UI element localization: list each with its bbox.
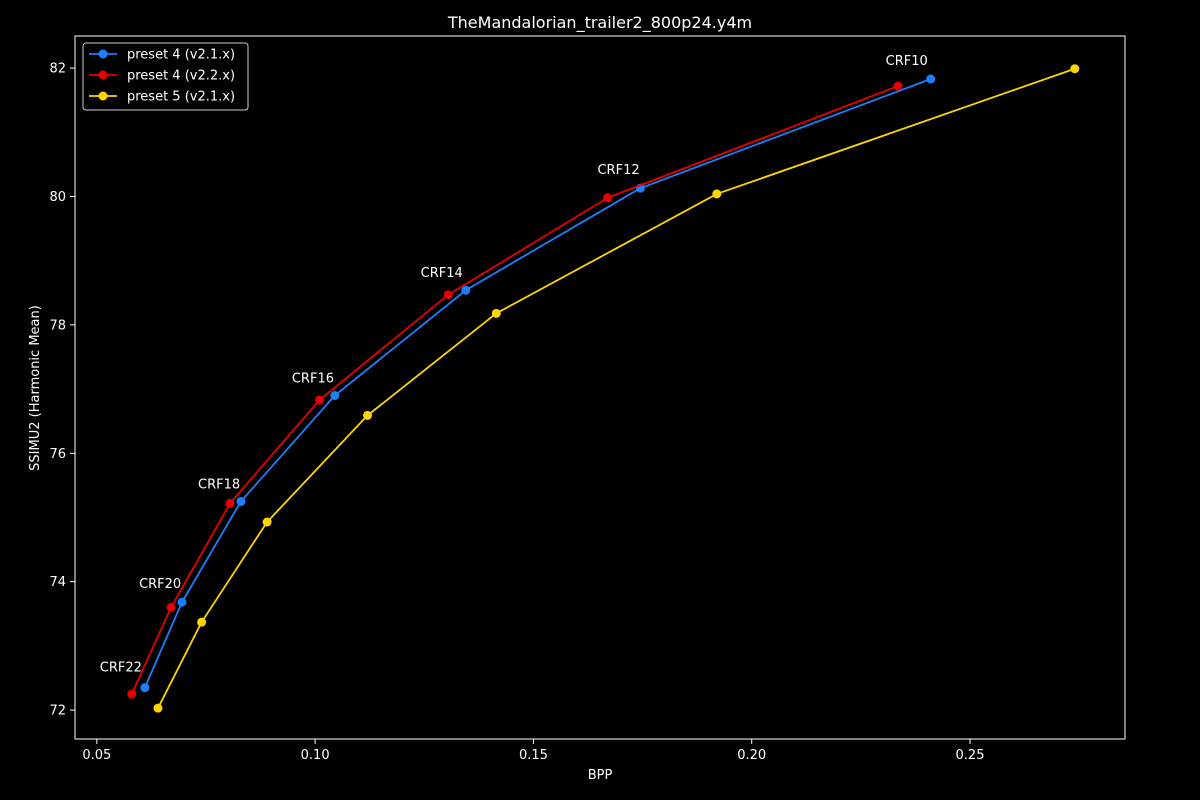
x-tick-label: 0.25 bbox=[956, 748, 985, 763]
data-point bbox=[603, 193, 613, 203]
crf-annotation: CRF18 bbox=[198, 478, 240, 493]
y-tick-label: 72 bbox=[49, 704, 66, 719]
legend-label: preset 4 (v2.2.x) bbox=[127, 69, 235, 84]
data-point bbox=[236, 496, 246, 506]
data-point bbox=[166, 602, 176, 612]
legend-label: preset 4 (v2.1.x) bbox=[127, 48, 235, 63]
y-axis-label: SSIMU2 (Harmonic Mean) bbox=[28, 305, 43, 471]
legend-marker bbox=[98, 70, 108, 80]
data-point bbox=[461, 285, 471, 295]
data-point bbox=[330, 391, 340, 401]
data-point bbox=[225, 498, 235, 508]
x-tick-label: 0.15 bbox=[519, 748, 548, 763]
data-point bbox=[712, 189, 722, 199]
legend-item: preset 4 (v2.2.x) bbox=[89, 69, 235, 84]
data-point bbox=[1070, 64, 1080, 74]
data-point bbox=[363, 410, 373, 420]
data-point bbox=[926, 74, 936, 84]
series-3 bbox=[153, 64, 1080, 713]
legend: preset 4 (v2.1.x) preset 4 (v2.2.x) preset… bbox=[82, 42, 249, 111]
crf-annotation: CRF12 bbox=[597, 163, 639, 178]
data-point bbox=[443, 290, 453, 300]
legend-label: preset 5 (v2.1.x) bbox=[127, 90, 235, 105]
series-2 bbox=[127, 81, 903, 699]
x-tick-label: 0.20 bbox=[737, 748, 766, 763]
legend-marker bbox=[98, 49, 108, 59]
crf-annotation: CRF20 bbox=[139, 577, 181, 592]
data-point bbox=[177, 597, 187, 607]
x-axis-label: BPP bbox=[588, 768, 613, 783]
data-point bbox=[127, 689, 137, 699]
crf-annotation: CRF16 bbox=[292, 372, 334, 387]
crf-annotation: CRF10 bbox=[886, 54, 928, 69]
crf-annotation: CRF14 bbox=[421, 266, 463, 281]
series-1 bbox=[140, 74, 936, 693]
x-tick-label: 0.10 bbox=[301, 748, 330, 763]
x-axis: 0.05 0.10 0.15 0.20 0.25 bbox=[82, 739, 984, 763]
data-point bbox=[140, 683, 150, 693]
data-point bbox=[314, 395, 324, 405]
y-tick-label: 80 bbox=[49, 190, 66, 205]
annotations: CRF22 CRF20 CRF18 CRF16 CRF14 CRF12 CRF10 bbox=[100, 54, 928, 676]
data-point bbox=[491, 308, 501, 318]
y-tick-label: 76 bbox=[49, 447, 66, 462]
plot-frame bbox=[74, 35, 1126, 740]
y-tick-label: 78 bbox=[49, 318, 66, 333]
crf-annotation: CRF22 bbox=[100, 661, 142, 676]
y-axis: 72 74 76 78 80 82 bbox=[49, 62, 75, 719]
legend-item: preset 4 (v2.1.x) bbox=[89, 48, 235, 63]
data-point bbox=[262, 517, 272, 527]
data-point bbox=[893, 81, 903, 91]
series-group bbox=[127, 64, 1080, 713]
legend-item: preset 5 (v2.1.x) bbox=[89, 90, 235, 105]
data-point bbox=[153, 703, 163, 713]
legend-box bbox=[82, 42, 249, 111]
chart-title: TheMandalorian_trailer2_800p24.y4m bbox=[447, 13, 752, 33]
y-tick-label: 74 bbox=[49, 575, 66, 590]
y-tick-label: 82 bbox=[49, 62, 66, 77]
x-tick-label: 0.05 bbox=[82, 748, 111, 763]
data-point bbox=[197, 617, 207, 627]
plot-area bbox=[74, 35, 1126, 740]
legend-marker bbox=[98, 91, 108, 101]
